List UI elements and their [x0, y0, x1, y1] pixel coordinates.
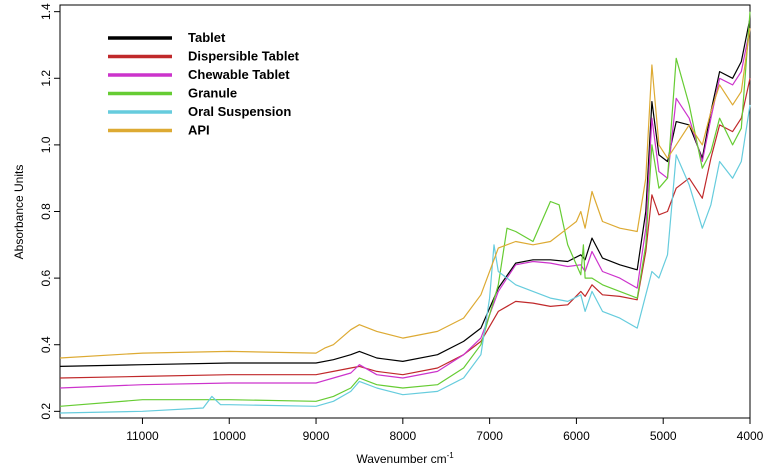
series-line-oral-suspension	[59, 104, 751, 414]
x-tick-label: 6000	[563, 429, 590, 443]
x-tick-label: 10000	[213, 429, 247, 443]
y-tick-label: 1.2	[39, 70, 53, 87]
legend-label: Oral Suspension	[188, 104, 291, 119]
legend-label: Chewable Tablet	[188, 67, 290, 82]
y-tick-label: 0.8	[39, 203, 53, 220]
x-tick-label: 9000	[303, 429, 330, 443]
x-tick-label: 8000	[389, 429, 416, 443]
legend-label: Granule	[188, 86, 237, 101]
y-axis-ticks: 0.2 0.4 0.6 0.8 1.0 1.2 1.4	[39, 3, 60, 420]
y-tick-label: 1.0	[39, 136, 53, 153]
y-tick-label: 1.4	[39, 3, 53, 20]
series-line-granule	[59, 11, 751, 407]
legend-label: Tablet	[188, 30, 226, 45]
x-tick-label: 5000	[650, 429, 677, 443]
legend-label: API	[188, 123, 210, 138]
x-tick-label: 11000	[126, 429, 159, 443]
series-line-tablet	[59, 18, 751, 367]
y-tick-label: 0.4	[39, 336, 53, 353]
y-tick-label: 0.2	[39, 403, 53, 420]
series-layer	[59, 11, 751, 414]
x-tick-label: 7000	[476, 429, 503, 443]
series-line-api	[59, 28, 751, 359]
legend-label: Dispersible Tablet	[188, 49, 300, 64]
series-line-chewable-tablet	[59, 28, 751, 389]
y-axis-title: Absorbance Units	[12, 165, 26, 260]
x-axis-ticks: 11000 10000 9000 8000 7000 6000 5000 4000	[126, 418, 764, 443]
x-tick-label: 4000	[737, 429, 764, 443]
legend: Tablet Dispersible Tablet Chewable Tablet G…	[108, 30, 300, 138]
x-axis-title: Wavenumber cm-1	[356, 451, 454, 466]
y-tick-label: 0.6	[39, 269, 53, 286]
